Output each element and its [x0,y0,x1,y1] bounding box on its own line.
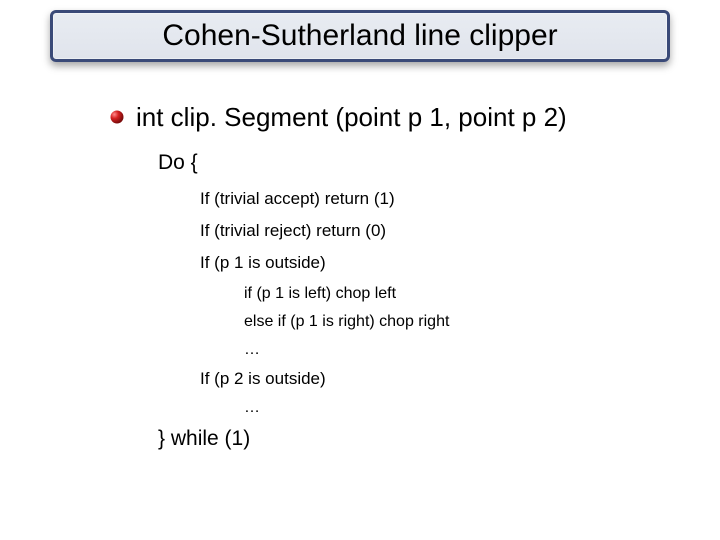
function-signature: int clip. Segment (point p 1, point p 2) [136,102,567,133]
line-p1-left: if (p 1 is left) chop left [244,285,680,303]
line-p2-outside: If (p 2 is outside) [200,369,680,389]
line-p1-outside: If (p 1 is outside) [200,253,680,273]
slide: Cohen-Sutherland line clipper int clip. … [0,0,720,540]
line-trivial-accept: If (trivial accept) return (1) [200,189,680,209]
slide-content: int clip. Segment (point p 1, point p 2)… [40,102,680,451]
ellipsis-1: … [244,341,680,359]
slide-title: Cohen-Sutherland line clipper [63,19,657,53]
bullet-row-signature: int clip. Segment (point p 1, point p 2) [110,102,680,133]
line-p1-right: else if (p 1 is right) chop right [244,313,680,331]
line-trivial-reject: If (trivial reject) return (0) [200,221,680,241]
ellipsis-2: … [244,399,680,417]
do-open: Do { [158,151,680,175]
title-bar: Cohen-Sutherland line clipper [50,10,670,62]
do-close: } while (1) [158,427,680,451]
sphere-bullet-icon [110,110,124,124]
